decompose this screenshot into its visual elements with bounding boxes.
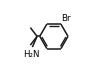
Text: Br: Br: [62, 14, 71, 23]
Text: H₂N: H₂N: [23, 50, 39, 59]
